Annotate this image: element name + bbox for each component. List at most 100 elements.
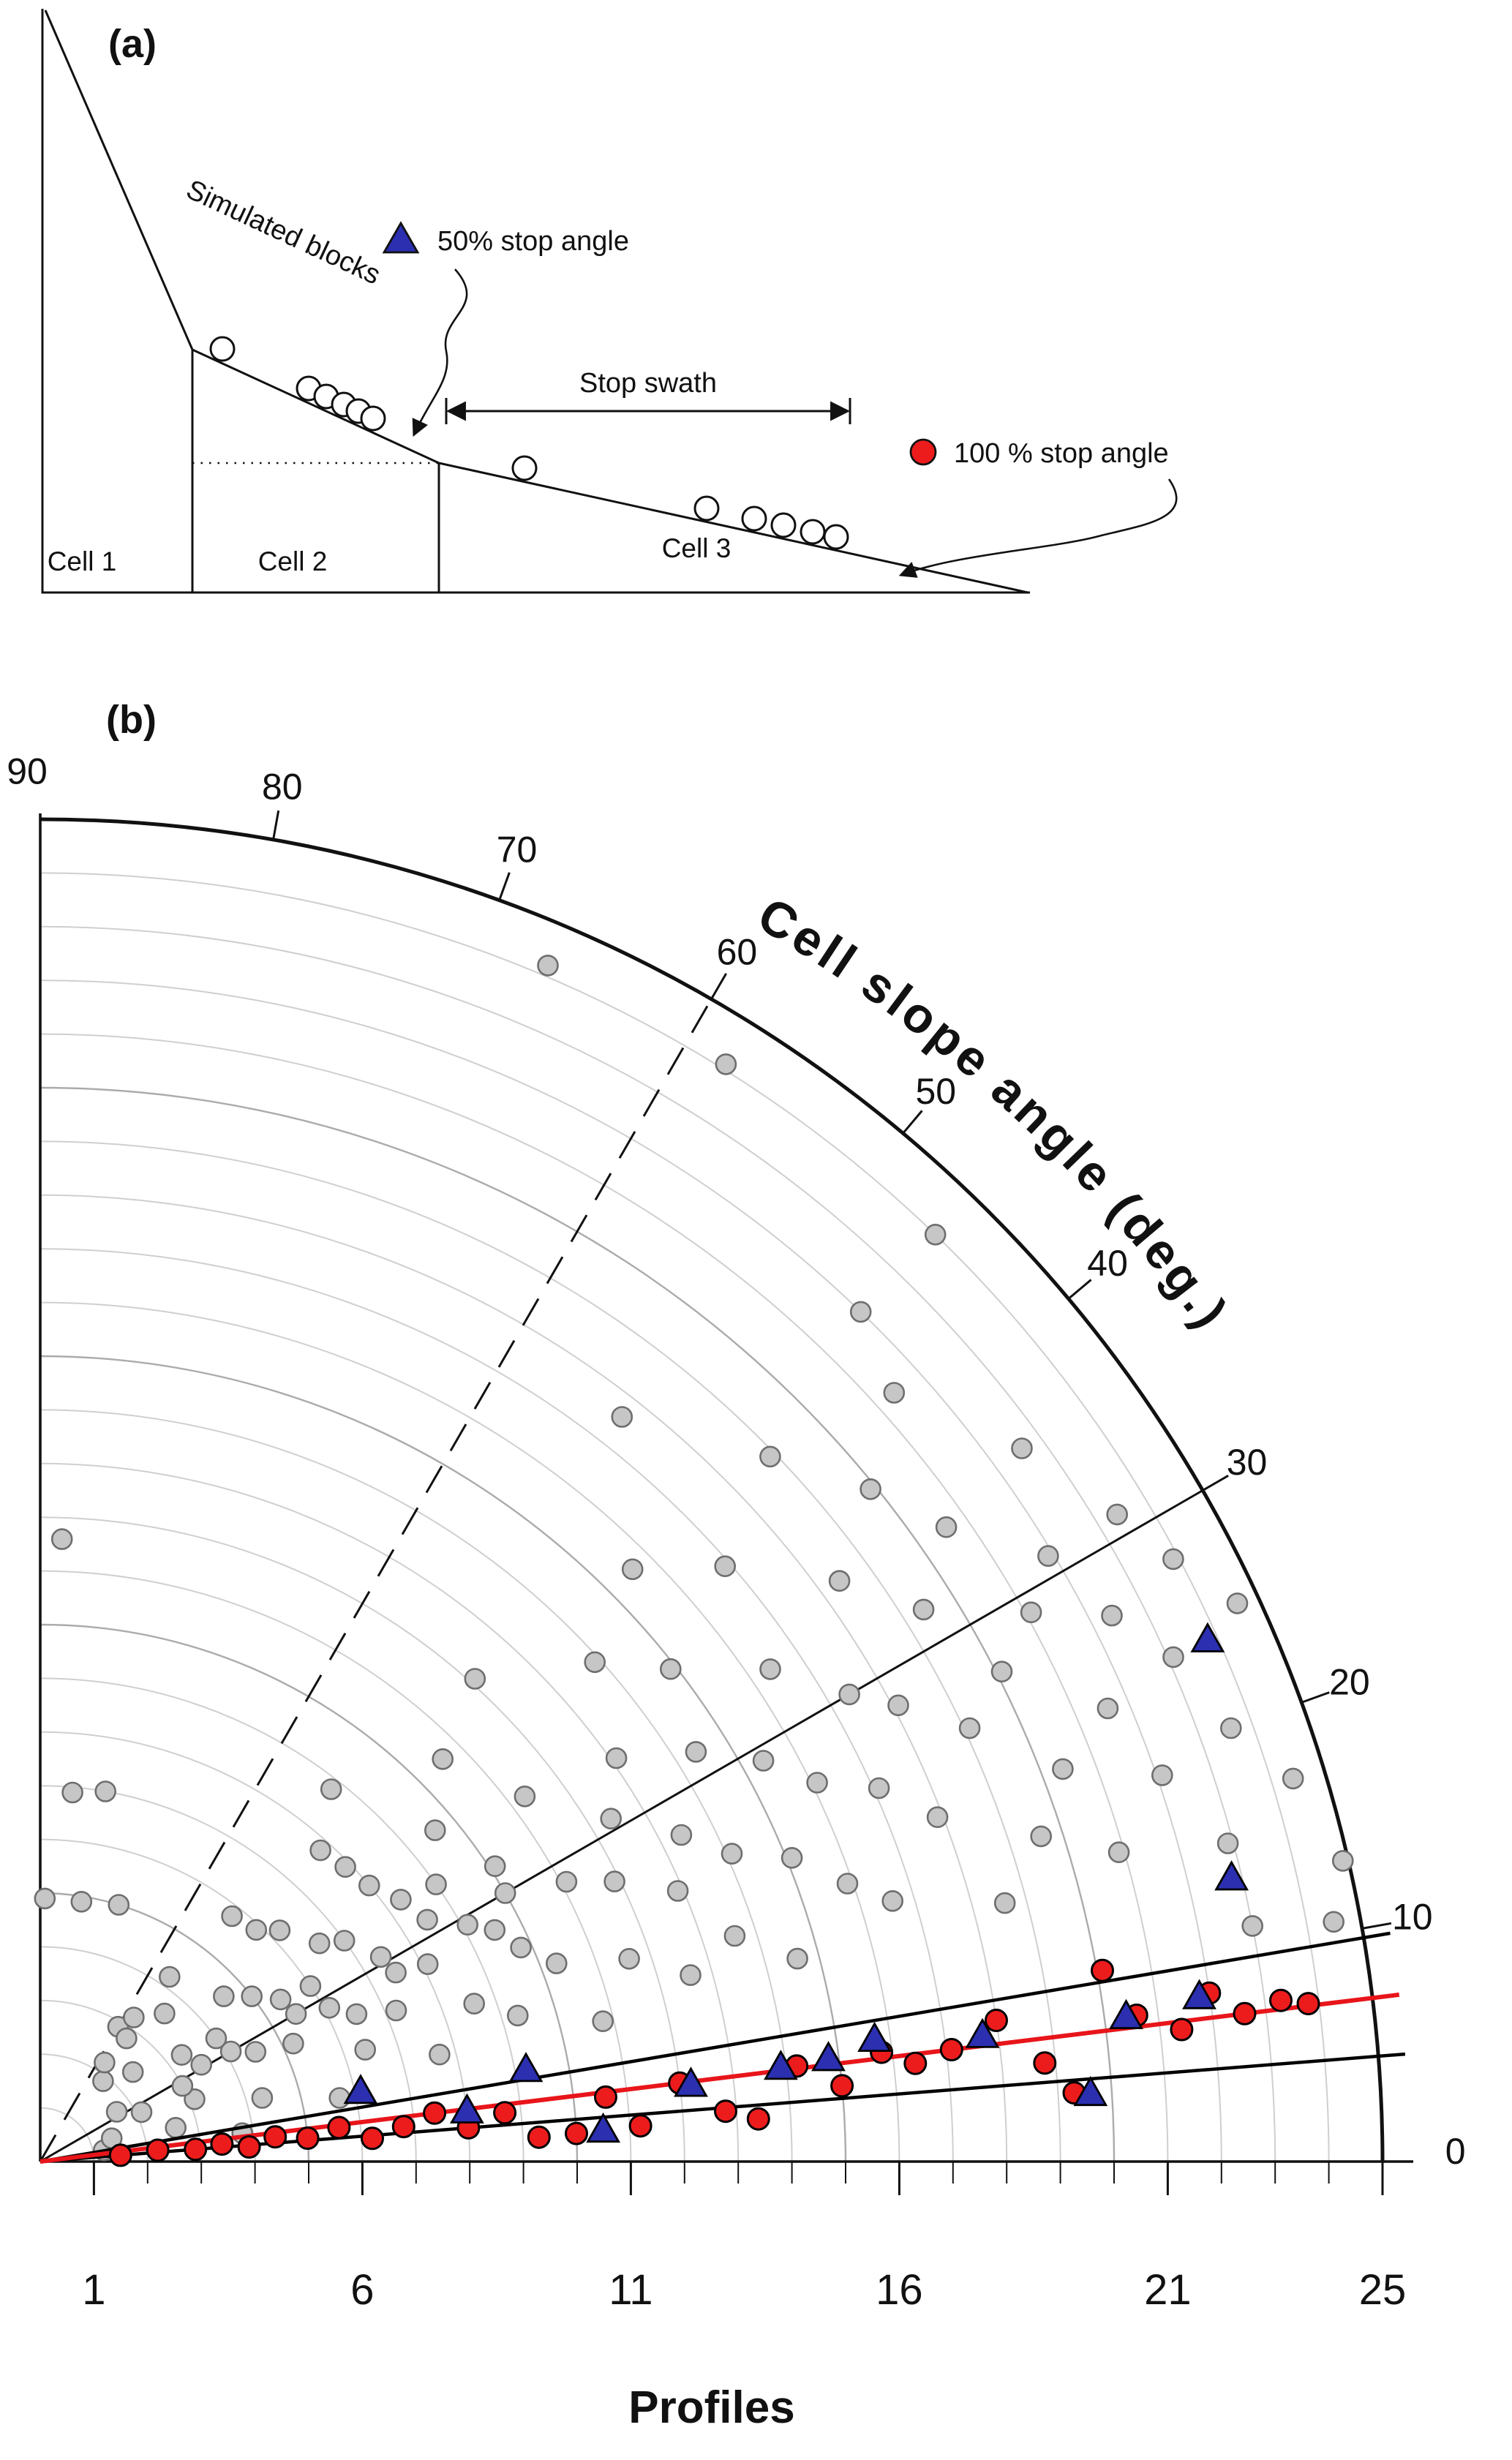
simulated-block-icon <box>511 455 538 481</box>
grid-arc-18 <box>40 1194 1008 2162</box>
grid-arc-15 <box>40 1355 847 2162</box>
simulated-block-point <box>752 1750 775 1772</box>
50-stop-angle-point <box>1182 1979 1216 2009</box>
simulated-block-point <box>926 1806 949 1828</box>
simulated-block-point <box>1162 1646 1184 1669</box>
50-stop-angle-point <box>343 2074 378 2104</box>
50-stop-angle-point <box>763 2050 798 2080</box>
simulated-blocks-group <box>209 336 849 550</box>
cell-3-label: Cell 3 <box>662 533 731 563</box>
simulated-block-point <box>666 1880 689 1902</box>
simulated-block-point <box>70 1891 93 1913</box>
angle-tick-40 <box>1067 1279 1092 1300</box>
simulated-block-point <box>1241 1915 1263 1937</box>
grid-arc-19 <box>40 1140 1061 2162</box>
100-stop-angle-point <box>263 2125 287 2149</box>
simulated-block-point <box>416 1908 438 1931</box>
simulated-block-icon <box>741 505 767 532</box>
50-stop-angle-pointer-arrow <box>412 268 468 437</box>
simulated-block-point <box>116 2027 138 2050</box>
grid-arc-24 <box>40 872 1330 2162</box>
simulated-block-point <box>1106 1503 1128 1526</box>
50-stop-angle-point <box>1190 1622 1225 1652</box>
100-stop-angle-point <box>296 2126 320 2150</box>
simulated-block-point <box>1282 1767 1304 1790</box>
profile-tick-label-25: 25 <box>1359 2266 1407 2314</box>
simulated-block-point <box>328 2087 351 2109</box>
100-stop-angle-legend-label: 100 % stop angle <box>954 438 1169 469</box>
simulated-block-point <box>592 2010 614 2032</box>
simulated-block-point <box>221 1905 243 1927</box>
simulated-block-point <box>484 1855 506 1877</box>
simulated-block-point <box>912 1598 935 1621</box>
simulated-block-point <box>334 1856 356 1878</box>
simulated-block-point <box>154 2002 176 2025</box>
grid-arc-9 <box>40 1677 524 2162</box>
simulated-block-point <box>464 1668 486 1690</box>
simulated-block-point <box>241 1985 263 2007</box>
simulated-block-point <box>537 955 559 977</box>
100-stop-angle-point <box>423 2101 447 2125</box>
simulated-block-point <box>159 1966 181 1988</box>
50-stop-angle-point <box>965 2017 1000 2048</box>
simulated-block-point <box>600 1808 623 1829</box>
100-stop-angle-point <box>237 2135 261 2159</box>
simulated-block-point <box>1030 1825 1052 1848</box>
simulated-block-point <box>659 1658 682 1680</box>
angle-tick-label-60: 60 <box>717 932 758 973</box>
simulated-block-point <box>881 1890 903 1912</box>
simulated-block-point <box>299 1975 322 1997</box>
simulated-block-point <box>213 1985 235 2007</box>
simulated-block-point <box>860 1478 881 1500</box>
grid-arc-22 <box>40 979 1222 2162</box>
100-stop-angle-point <box>327 2115 351 2140</box>
grid-arc-7 <box>40 1785 417 2162</box>
angular-axis-title: Cell slope angle (deg.) <box>748 887 1240 1340</box>
100-stop-angle-point <box>746 2107 770 2131</box>
simulated-block-point <box>759 1445 781 1468</box>
simulated-block-point <box>354 2039 377 2061</box>
angle-tick-label-90: 90 <box>7 751 48 792</box>
simulated-block-point <box>333 1930 356 1952</box>
simulated-block-point <box>170 2044 193 2066</box>
simulated-block-point <box>1107 1841 1130 1863</box>
simulated-block-point <box>1220 1717 1242 1739</box>
simulated-block-point <box>494 1882 516 1904</box>
angle-tick-label-10: 10 <box>1392 1896 1433 1937</box>
simulated-block-point <box>345 2003 368 2025</box>
axes-baseline <box>41 9 1030 594</box>
simulated-block-point <box>781 1847 803 1869</box>
grid-arc-5 <box>40 1892 310 2162</box>
angle-tick-label-50: 50 <box>915 1071 956 1112</box>
grid-arc-23 <box>40 925 1276 2162</box>
stop-swath-label: Stop swath <box>579 368 717 399</box>
simulated-block-point <box>269 1988 292 2011</box>
grid-arc-14 <box>40 1409 793 2162</box>
100-stop-angle-point <box>361 2126 384 2151</box>
grid-arc-3 <box>40 1999 203 2162</box>
50-stop-angle-point <box>449 2093 484 2124</box>
simulated-block-point <box>1323 1911 1344 1933</box>
simulated-block-point <box>385 1961 407 1984</box>
simulated-block-point <box>61 1781 83 1804</box>
simulated-block-point <box>510 1936 532 1959</box>
simulated-block-point <box>958 1717 981 1739</box>
simulated-block-point <box>108 1894 130 1916</box>
100-stop-angle-point <box>985 2009 1008 2032</box>
simulated-block-point <box>514 1786 536 1808</box>
simulated-block-point <box>603 1870 625 1892</box>
100-stop-angle-point <box>1269 1988 1293 2012</box>
angle-tick-10 <box>1361 1922 1392 1930</box>
angle-tick-label-40: 40 <box>1087 1243 1128 1284</box>
50-stop-angle-triangle-icon <box>382 221 420 254</box>
100-stop-angle-point <box>565 2121 588 2145</box>
profile-tick-label-6: 6 <box>350 2266 374 2314</box>
grid-arc-10 <box>40 1623 579 2162</box>
simulated-block-point <box>545 1952 568 1974</box>
simulated-block-point <box>309 1839 331 1862</box>
angle-tick-50 <box>902 1110 923 1135</box>
simulated-block-point <box>1052 1758 1074 1780</box>
simulated-block-point <box>1216 1832 1239 1854</box>
simulated-block-point <box>1162 1548 1184 1571</box>
